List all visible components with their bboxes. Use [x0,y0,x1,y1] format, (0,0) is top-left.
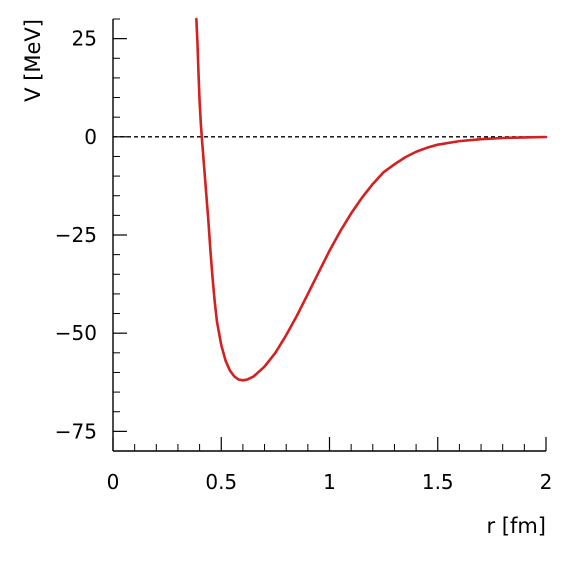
y-tick-label: 25 [72,27,97,51]
x-tick-label: 2 [540,470,553,494]
x-axis-title: r [fm] [486,514,546,538]
x-tick-label: 1.5 [422,470,454,494]
series-layer [195,17,548,382]
x-tick-label: 0.5 [205,470,237,494]
series-line-0 [195,17,548,382]
tick-layer [112,18,547,452]
y-axis-title: V [MeV] [21,19,45,102]
x-tick-label: 0 [107,470,120,494]
y-tick-label: 0 [84,125,97,149]
y-tick-label: −50 [55,321,97,345]
y-tick-label: −25 [55,223,97,247]
y-tick-label: −75 [55,419,97,443]
tick-label-layer: 0 0.5 1 1.5 2 25 0 −25 −50 −75 [55,27,553,494]
x-tick-label: 1 [323,470,336,494]
